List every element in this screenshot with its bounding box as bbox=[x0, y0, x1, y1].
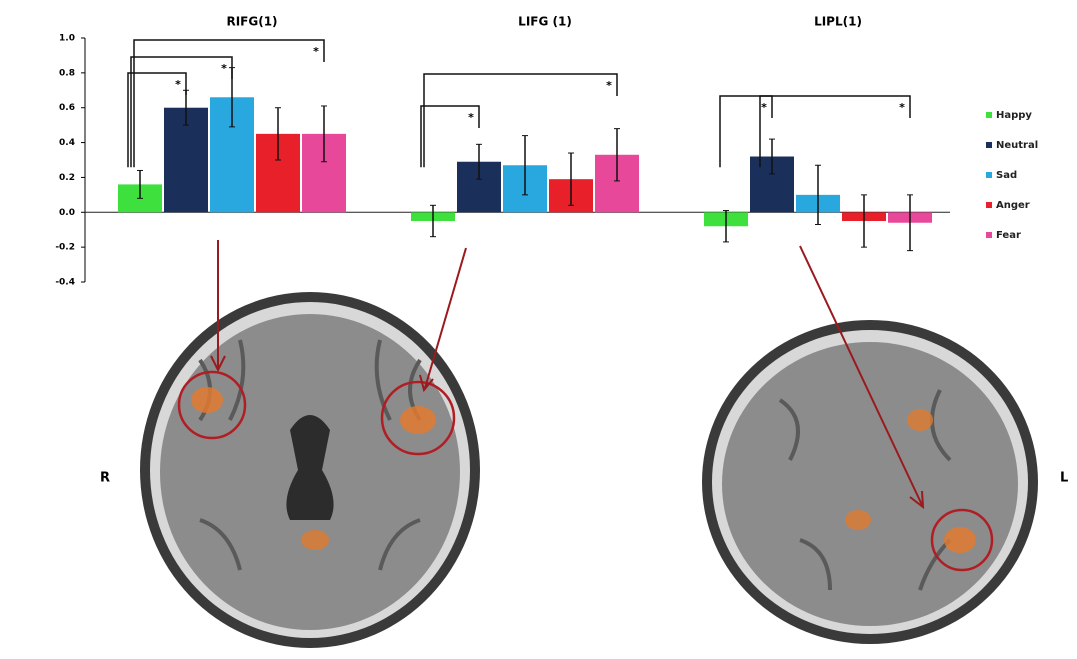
y-tick-label: -0.4 bbox=[55, 278, 75, 288]
y-tick-label: 1.0 bbox=[59, 34, 75, 44]
brain-left bbox=[140, 292, 480, 648]
figure: R L 1.0 0.8 0.6 0.4 0.2 0.0 -0.2 -0.4 RIFG(1) LIF… bbox=[0, 0, 1077, 655]
y-tick-label: 0.0 bbox=[59, 208, 75, 218]
brain-right bbox=[702, 320, 1038, 644]
significance-star: * bbox=[899, 101, 905, 114]
y-tick-label: 0.6 bbox=[59, 103, 75, 113]
legend-label: Sad bbox=[996, 170, 1017, 181]
significance-star: * bbox=[761, 101, 767, 114]
legend-label: Fear bbox=[996, 230, 1021, 241]
group-title: LIFG (1) bbox=[518, 15, 572, 29]
significance-bracket bbox=[424, 74, 617, 167]
group-title: RIFG(1) bbox=[226, 15, 277, 29]
legend-marker bbox=[986, 172, 992, 178]
image-label: L bbox=[1060, 471, 1068, 486]
significance-star: * bbox=[606, 79, 612, 92]
y-tick-label: 0.4 bbox=[59, 138, 75, 148]
legend-marker bbox=[986, 142, 992, 148]
significance-star: * bbox=[221, 62, 227, 75]
legend-marker bbox=[986, 202, 992, 208]
y-tick-label: 0.2 bbox=[59, 173, 75, 183]
significance-star: * bbox=[175, 78, 181, 91]
legend-label: Happy bbox=[996, 110, 1032, 121]
y-tick-label: 0.8 bbox=[59, 68, 75, 78]
y-tick-label: -0.2 bbox=[55, 243, 75, 253]
legend-marker bbox=[986, 232, 992, 238]
group-title: LIPL(1) bbox=[814, 15, 862, 29]
significance-star: * bbox=[313, 45, 319, 58]
legend-label: Neutral bbox=[996, 140, 1038, 151]
legend-marker bbox=[986, 112, 992, 118]
significance-star: * bbox=[468, 111, 474, 124]
legend-label: Anger bbox=[996, 200, 1030, 211]
image-label: R bbox=[100, 471, 110, 486]
